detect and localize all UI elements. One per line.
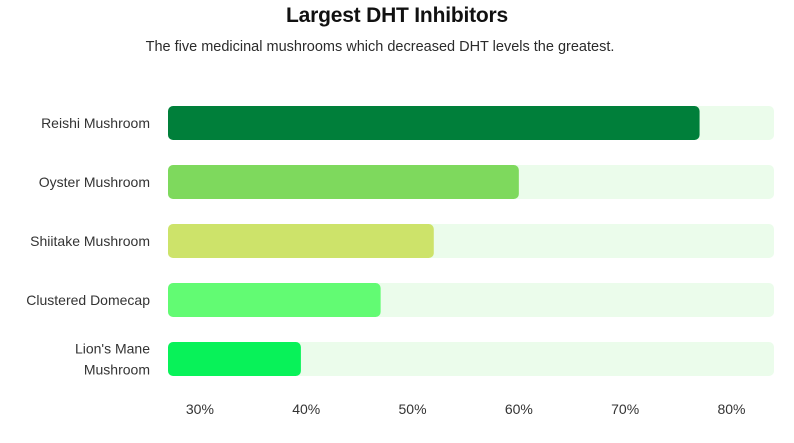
x-tick-label: 40% — [292, 401, 320, 417]
x-tick-label: 80% — [717, 401, 745, 417]
category-label: Mushroom — [84, 362, 150, 378]
chart-title: Largest DHT Inhibitors — [286, 4, 508, 27]
chart-subtitle: The five medicinal mushrooms which decre… — [145, 39, 615, 55]
bar — [168, 165, 519, 199]
bar — [168, 106, 700, 140]
bar — [168, 342, 301, 376]
category-label: Lion's Mane — [75, 341, 150, 357]
bar — [168, 224, 434, 258]
x-tick-label: 60% — [505, 401, 533, 417]
category-label: Shiitake Mushroom — [30, 233, 150, 249]
bar-track — [168, 342, 774, 376]
x-tick-label: 50% — [399, 401, 427, 417]
category-label: Oyster Mushroom — [39, 174, 150, 190]
bar — [168, 283, 381, 317]
category-label: Reishi Mushroom — [41, 115, 150, 131]
category-label: Clustered Domecap — [26, 292, 150, 308]
x-tick-label: 30% — [186, 401, 214, 417]
x-tick-label: 70% — [611, 401, 639, 417]
